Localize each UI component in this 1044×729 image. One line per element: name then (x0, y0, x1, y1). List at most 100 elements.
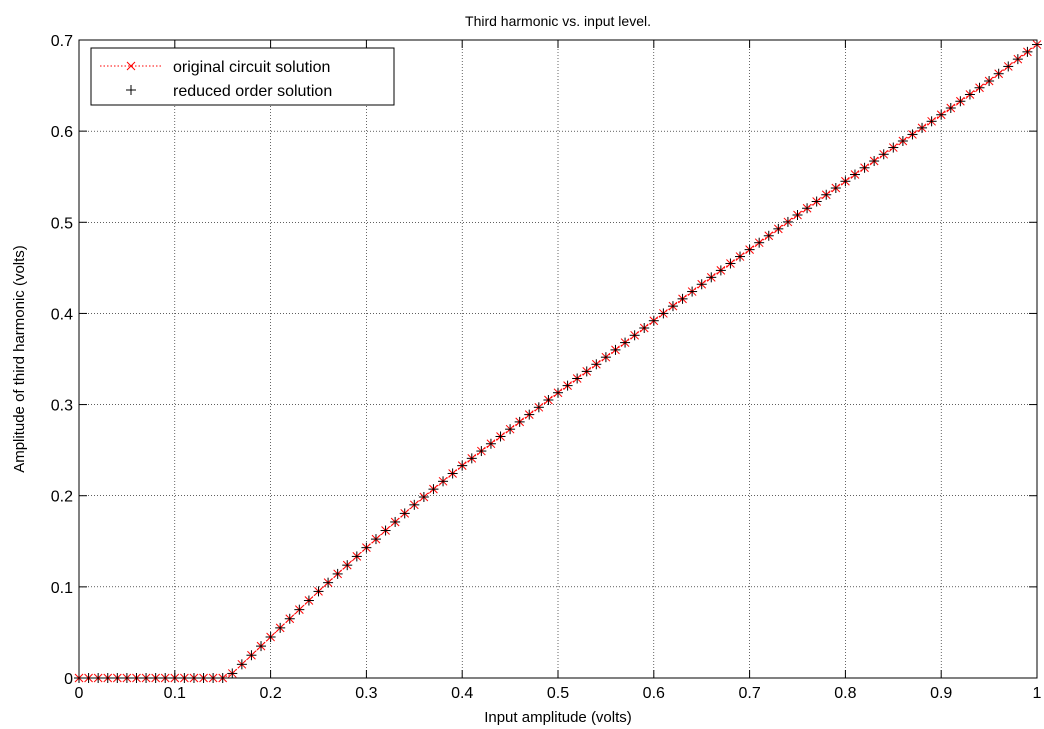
data-point (811, 196, 822, 207)
data-point (514, 416, 525, 427)
data-point (802, 203, 813, 214)
y-tick-label: 0.3 (51, 398, 73, 415)
data-point (1012, 54, 1023, 65)
data-point (897, 135, 908, 146)
data-point (639, 323, 650, 334)
data-point (830, 183, 841, 194)
data-point (361, 542, 372, 553)
x-tick-label: 0.9 (930, 685, 952, 702)
x-tick-label: 0.3 (355, 685, 377, 702)
legend-marker-plus (126, 85, 136, 95)
data-point (562, 380, 573, 391)
data-point (936, 109, 947, 120)
data-point (600, 352, 611, 363)
data-point (428, 484, 439, 495)
x-tick-label: 0.6 (643, 685, 665, 702)
data-point (725, 258, 736, 269)
legend-label-reduced: reduced order solution (173, 83, 332, 100)
data-point (907, 129, 918, 140)
data-point (984, 76, 995, 87)
data-point (236, 659, 247, 670)
data-point (485, 438, 496, 449)
data-point (323, 577, 334, 588)
data-point (418, 491, 429, 502)
legend: original circuit solution reduced order … (90, 47, 395, 106)
data-point (964, 89, 975, 100)
data-point (859, 162, 870, 173)
data-point (466, 453, 477, 464)
grid (79, 40, 1037, 678)
data-point (246, 650, 257, 661)
data-point (1003, 61, 1014, 72)
data-point (1022, 46, 1033, 57)
data-point (773, 223, 784, 234)
data-point (380, 525, 391, 536)
data-point (505, 424, 516, 435)
data-point (457, 460, 468, 471)
legend-label-original: original circuit solution (173, 59, 330, 76)
legend-marker-x-stroke (126, 61, 136, 71)
data-point (265, 631, 276, 642)
data-point (878, 149, 889, 160)
data-point (591, 359, 602, 370)
legend-marker-reduced (126, 85, 136, 95)
data-point (543, 395, 554, 406)
y-tick-label: 0.7 (51, 33, 73, 50)
chart-title: Third harmonic vs. input level. (465, 13, 651, 29)
data-point (993, 68, 1004, 79)
data-point (629, 330, 640, 341)
y-tick-label: 0.5 (51, 215, 73, 232)
data-point (763, 230, 774, 241)
data-point (370, 534, 381, 545)
data-point (696, 279, 707, 290)
data-point (849, 169, 860, 180)
legend-marker-original (126, 61, 136, 71)
data-point (495, 431, 506, 442)
data-point (706, 272, 717, 283)
data-point (715, 265, 726, 276)
data-point (572, 373, 583, 384)
data-point (926, 116, 937, 127)
data-point (294, 604, 305, 615)
data-point (974, 82, 985, 93)
data-point (447, 468, 458, 479)
y-tick-label: 0.2 (51, 489, 73, 506)
data-point (390, 516, 401, 527)
data-point (754, 237, 765, 248)
data-point (332, 568, 343, 579)
data-point (399, 508, 410, 519)
data-point (821, 189, 832, 200)
x-tick-label: 0.1 (164, 685, 186, 702)
data-point (581, 366, 592, 377)
ticks: 0 0.1 0.2 0.3 0.4 0.5 0.6 0.7 0.8 0.9 1 0 0.1 0.2 0.3 0… (51, 33, 1042, 702)
data-point (275, 622, 286, 633)
data-point (744, 244, 755, 255)
data-point (888, 142, 899, 153)
data-point (342, 560, 353, 571)
x-tick-label: 0 (75, 685, 84, 702)
x-tick-label: 0.2 (259, 685, 281, 702)
legend-marker-x (126, 61, 136, 71)
data-point (256, 641, 267, 652)
y-tick-label: 0.6 (51, 124, 73, 141)
x-tick-label: 1 (1033, 685, 1042, 702)
data-point (610, 344, 621, 355)
y-tick-label: 0.1 (51, 580, 73, 597)
x-tick-label: 0.8 (834, 685, 856, 702)
data-point (687, 286, 698, 297)
data-point (677, 293, 688, 304)
data-point (313, 586, 324, 597)
data-point (620, 337, 631, 348)
data-point (945, 102, 956, 113)
data-point (869, 156, 880, 167)
data-point (553, 387, 563, 398)
data-point (533, 402, 544, 413)
x-axis-title: Input amplitude (volts) (484, 709, 632, 726)
data-point (792, 209, 803, 220)
data-point (303, 595, 314, 606)
y-tick-label: 0 (64, 671, 73, 688)
data-point (840, 176, 851, 187)
y-axis-title: Amplitude of third harmonic (volts) (11, 245, 28, 473)
data-point (476, 446, 487, 457)
